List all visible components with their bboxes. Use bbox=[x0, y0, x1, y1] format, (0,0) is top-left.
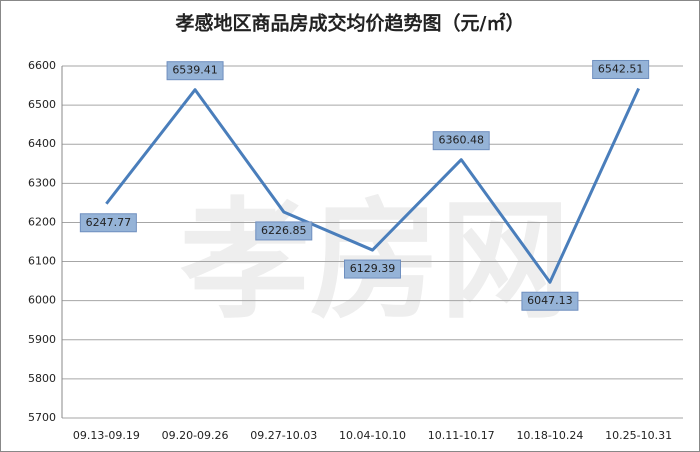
data-label-box bbox=[255, 221, 313, 241]
y-tick-label: 6600 bbox=[28, 59, 56, 72]
data-label: 6226.85 bbox=[261, 224, 307, 237]
x-tick-label: 10.18-10.24 bbox=[516, 429, 583, 442]
chart-title: 孝感地区商品房成交均价趋势图（元/㎡） bbox=[176, 12, 525, 35]
data-label: 6047.13 bbox=[527, 294, 573, 307]
x-tick-label: 09.13-09.19 bbox=[73, 429, 140, 442]
data-label-box bbox=[432, 131, 490, 151]
data-label-box bbox=[79, 213, 137, 233]
data-label: 6360.48 bbox=[438, 134, 484, 147]
y-tick-label: 5800 bbox=[28, 372, 56, 385]
y-tick-label: 6500 bbox=[28, 98, 56, 111]
y-tick-label: 5900 bbox=[28, 333, 56, 346]
data-label: 6129.39 bbox=[350, 262, 396, 275]
data-label-box bbox=[592, 59, 650, 79]
data-label-box bbox=[521, 291, 579, 311]
y-tick-label: 5700 bbox=[28, 411, 56, 424]
x-tick-label: 10.11-10.17 bbox=[428, 429, 495, 442]
y-tick-label: 6400 bbox=[28, 137, 56, 150]
line-series bbox=[105, 87, 641, 284]
data-label: 6247.77 bbox=[86, 216, 132, 229]
y-tick-label: 6300 bbox=[28, 176, 56, 189]
y-tick-label: 6100 bbox=[28, 255, 56, 268]
data-label-box bbox=[166, 61, 224, 81]
x-tick-label: 09.20-09.26 bbox=[162, 429, 229, 442]
data-label: 6542.51 bbox=[598, 62, 644, 75]
y-tick-label: 6200 bbox=[28, 215, 56, 228]
y-tick-label: 6000 bbox=[28, 294, 56, 307]
data-label-box bbox=[344, 259, 401, 279]
data-label: 6539.41 bbox=[172, 64, 218, 77]
x-tick-label: 10.25-10.31 bbox=[605, 429, 672, 442]
x-tick-label: 10.04-10.10 bbox=[339, 429, 406, 442]
x-tick-label: 09.27-10.03 bbox=[250, 429, 317, 442]
